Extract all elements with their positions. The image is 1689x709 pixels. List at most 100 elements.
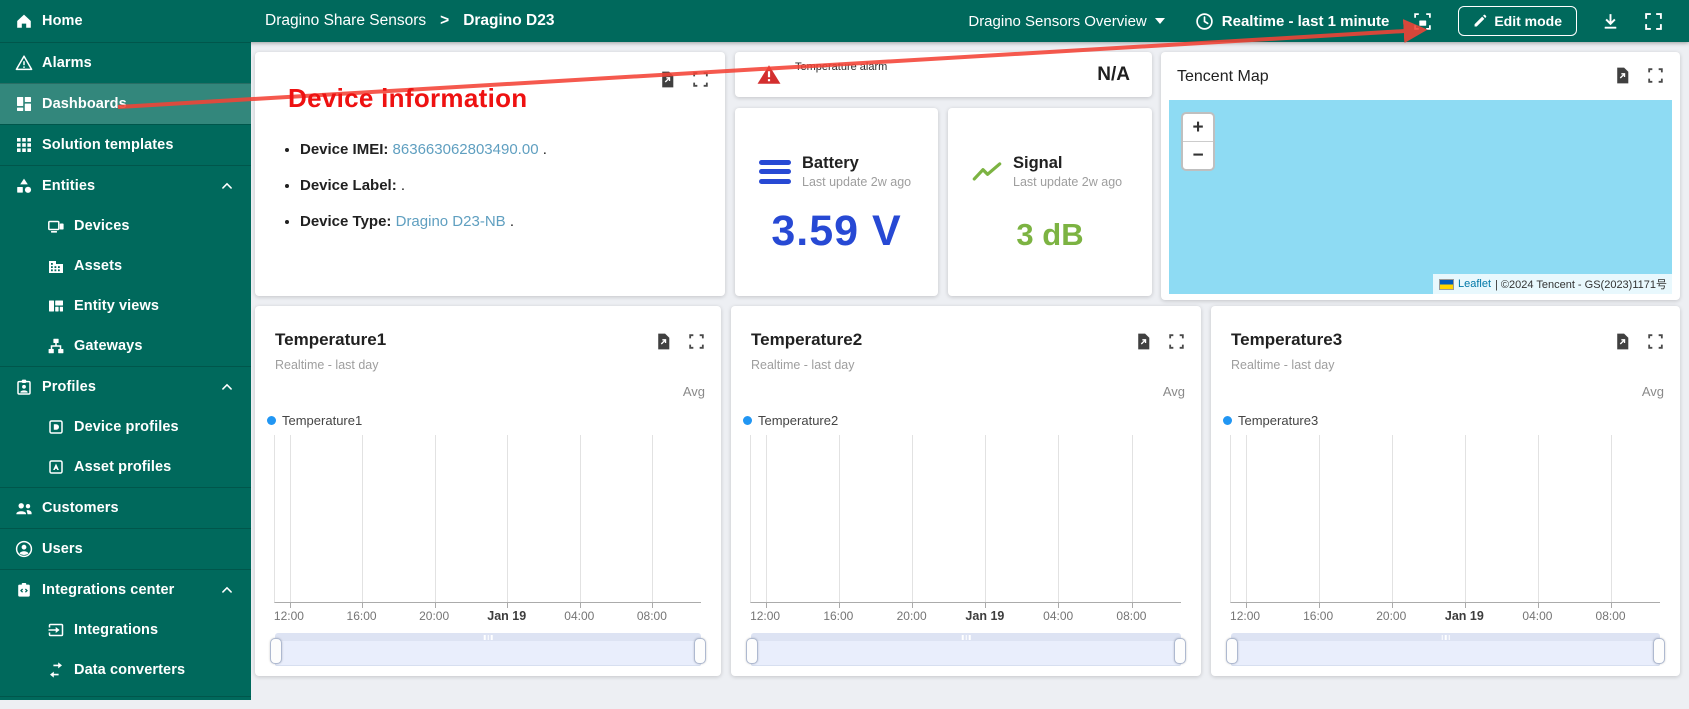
axis-tick [1131,602,1133,608]
sidebar-item-data-converters[interactable]: Data converters [0,650,251,690]
gridline [434,435,436,602]
device-type-row: Device Type: Dragino D23-NB . [300,212,725,231]
screenshot-icon[interactable] [1413,12,1432,31]
slider-grip[interactable] [483,634,493,640]
sidebar-item-label: Integrations [74,622,159,638]
temperature-alarm-card: Temperature alarm N/A [735,52,1152,97]
sidebar-item-entities[interactable]: Entities [0,165,251,206]
sidebar-item-customers[interactable]: Customers [0,487,251,528]
sidebar-item-dashboards[interactable]: Dashboards [0,83,251,124]
sidebar-item-integrations[interactable]: Integrations [0,610,251,650]
x-tick-label: 04:00 [1522,609,1553,623]
dashboard-select-label: Dragino Sensors Overview [968,12,1147,30]
fullscreen-icon[interactable] [1646,332,1665,351]
gridline [1058,435,1060,602]
axis-tick [1464,602,1466,608]
breadcrumb-parent[interactable]: Dragino Share Sensors [265,12,427,29]
zoom-out-button[interactable]: − [1192,144,1204,166]
integration-icon [47,621,65,639]
map-canvas[interactable]: + − Leaflet | ©2024 Tencent - GS(2023)11… [1169,100,1672,294]
time-range-slider[interactable] [270,633,706,667]
chart-card-temperature1: Temperature1 Realtime - last day Avg Tem… [255,306,721,676]
customers-icon [15,499,33,517]
sidebar-item-alarms[interactable]: Alarms [0,42,251,83]
leaflet-link[interactable]: Leaflet [1457,278,1491,290]
slider-handle-right[interactable] [1174,638,1186,664]
time-range-slider[interactable] [1226,633,1665,667]
slider-handle-left[interactable] [270,638,282,664]
legend-label: Temperature1 [282,413,363,428]
legend-item[interactable]: Temperature3 [1223,413,1318,428]
map-copyright: | ©2024 Tencent - GS(2023)1171号 [1495,279,1667,291]
slider-handle-left[interactable] [746,638,758,664]
map-attribution: Leaflet | ©2024 Tencent - GS(2023)1171号 [1432,274,1672,294]
export-file-icon[interactable] [654,332,673,351]
breadcrumb-separator: > [440,12,450,29]
sidebar-item-profiles[interactable]: Profiles [0,366,251,407]
sidebar: Home Alarms Dashboards Solution templates En… [0,0,251,700]
x-axis-labels: 12:00 16:00 20:00 Jan 19 04:00 08:00 [274,609,701,625]
chart-subtitle: Realtime - last day [751,358,855,372]
ukraine-flag-icon [1438,278,1454,290]
chart-subtitle: Realtime - last day [1231,358,1335,372]
slider-handle-left[interactable] [1226,638,1238,664]
fullscreen-icon[interactable] [1167,332,1186,351]
timewindow-button[interactable]: Realtime - last 1 minute [1195,12,1389,31]
axis-tick [1318,602,1320,608]
sidebar-item-integrations-center[interactable]: Integrations center [0,569,251,610]
sidebar-item-asset-profiles[interactable]: Asset profiles [0,447,251,487]
device-icon [47,217,65,235]
fullscreen-icon[interactable] [1644,12,1663,31]
legend-item[interactable]: Temperature1 [267,413,362,428]
legend-item[interactable]: Temperature2 [743,413,838,428]
axis-tick [362,602,364,608]
chevron-up-icon[interactable] [219,178,235,194]
home-icon [15,12,33,30]
slider-handle-right[interactable] [1653,638,1665,664]
slider-handle-right[interactable] [694,638,706,664]
sidebar-item-home[interactable]: Home [0,0,251,42]
axis-tick [1246,602,1247,608]
edit-mode-button[interactable]: Edit mode [1458,6,1577,36]
fullscreen-icon[interactable] [1646,66,1665,85]
x-tick-label: 16:00 [346,609,377,623]
x-tick-label: 04:00 [564,609,595,623]
battery-card: Battery Last update 2w ago 3.59 V [735,108,938,296]
zoom-in-button[interactable]: + [1183,114,1213,142]
sidebar-item-assets[interactable]: Assets [0,246,251,286]
fullscreen-icon[interactable] [691,70,710,89]
chevron-up-icon[interactable] [219,379,235,395]
dashboard-select[interactable]: Dragino Sensors Overview [968,12,1165,30]
export-file-icon[interactable] [1613,332,1632,351]
card-actions [658,70,710,89]
sidebar-item-gateways[interactable]: Gateways [0,326,251,366]
fullscreen-icon[interactable] [687,332,706,351]
card-actions [654,332,706,351]
sidebar-item-users[interactable]: Users [0,528,251,569]
sidebar-item-device-profiles[interactable]: Device profiles [0,407,251,447]
sidebar-item-entity-views[interactable]: Entity views [0,286,251,326]
export-file-icon[interactable] [1134,332,1153,351]
signal-trend-icon [972,160,1002,184]
export-file-icon[interactable] [658,70,677,89]
alarm-value: N/A [1097,63,1130,85]
x-tick-label: 12:00 [1230,609,1261,623]
export-file-icon[interactable] [1613,66,1632,85]
map-title: Tencent Map [1177,68,1269,85]
sidebar-item-label: Solution templates [42,137,174,153]
axis-tick [652,602,653,608]
slider-grip[interactable] [1441,634,1450,640]
chevron-up-icon[interactable] [219,582,235,598]
time-range-slider[interactable] [746,633,1186,667]
legend-label: Temperature2 [758,413,839,428]
sidebar-item-solution-templates[interactable]: Solution templates [0,124,251,165]
axis-tick [839,602,841,608]
slider-grip[interactable] [961,634,971,640]
sidebar-item-label: Gateways [74,338,143,354]
device-imei-value[interactable]: 863663062803490.00 [392,141,539,158]
download-icon[interactable] [1601,12,1620,31]
axis-tick [1537,602,1539,608]
sidebar-item-devices[interactable]: Devices [0,206,251,246]
device-type-value[interactable]: Dragino D23-NB [395,213,506,230]
asset-profile-icon [47,458,65,476]
